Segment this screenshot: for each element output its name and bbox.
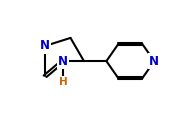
Text: H: H [59,77,67,87]
Text: N: N [40,39,50,53]
Text: N: N [149,55,159,68]
Text: N: N [58,55,68,68]
